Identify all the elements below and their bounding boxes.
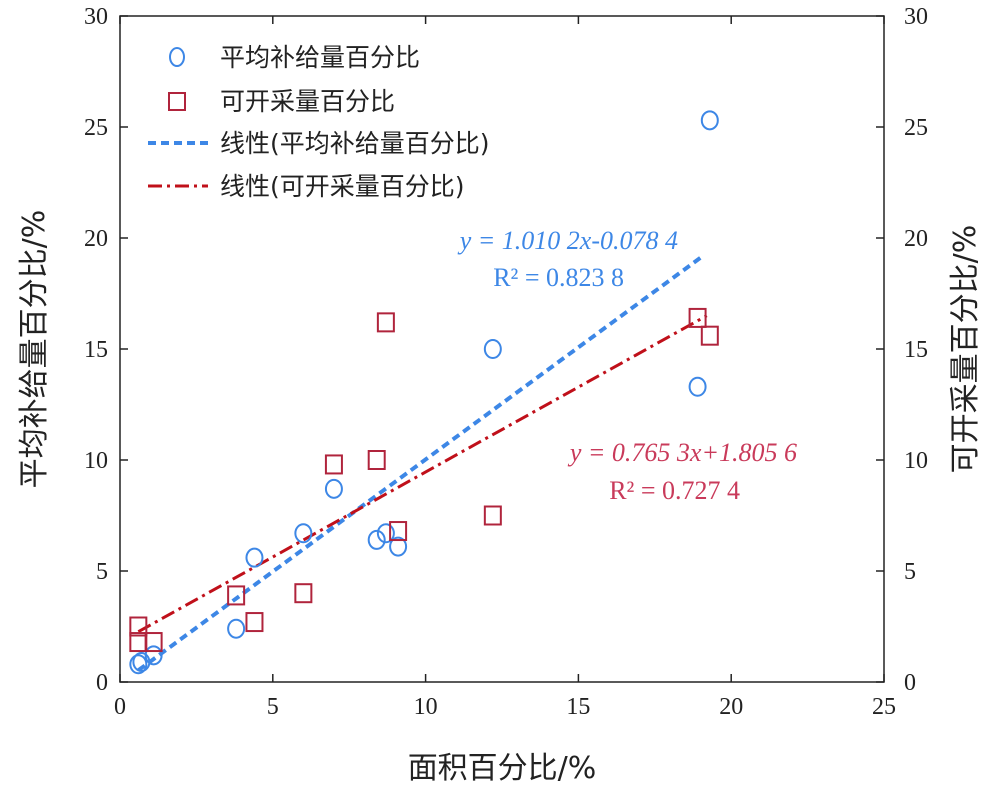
data-point-exploitable <box>144 632 163 653</box>
trendline-exploitable <box>137 314 708 634</box>
y-tick-label-left: 20 <box>84 226 108 252</box>
y-tick-label-left: 5 <box>96 559 108 585</box>
r2-exploitable: R² = 0.727 4 <box>609 476 740 505</box>
data-point-exploitable <box>227 585 246 606</box>
data-point-recharge <box>367 529 386 550</box>
data-point-recharge <box>324 478 343 499</box>
data-point-recharge <box>129 654 148 675</box>
equation-exploitable: y = 0.765 3x+1.805 6 <box>567 438 797 467</box>
equation-recharge: y = 1.010 2x-0.078 4 <box>457 226 678 255</box>
y-tick-label-right: 0 <box>904 670 916 696</box>
data-point-exploitable <box>129 616 148 637</box>
y-tick-label-left: 30 <box>84 4 108 30</box>
x-tick-label: 20 <box>719 694 743 720</box>
data-point-exploitable <box>294 583 313 604</box>
data-point-exploitable <box>324 454 343 475</box>
legend-label-exploitable: 可开采量百分比 <box>220 87 395 116</box>
data-point-exploitable <box>700 325 719 346</box>
y-tick-label-left: 15 <box>84 337 108 363</box>
data-point-recharge <box>376 523 395 544</box>
legend-label-trend-exploitable: 线性(可开采量百分比) <box>220 172 465 201</box>
x-axis-label: 面积百分比/% <box>408 751 597 786</box>
y-tick-label-left: 25 <box>84 115 108 141</box>
y-tick-label-right: 30 <box>904 4 928 30</box>
data-point-exploitable <box>367 450 386 470</box>
y-axis-label-right: 可开采量百分比/% <box>948 225 983 474</box>
legend-label-trend-recharge: 线性(平均补给量百分比) <box>220 129 490 158</box>
data-point-exploitable <box>483 505 502 526</box>
data-point-recharge <box>389 536 408 557</box>
data-point-exploitable <box>389 521 408 542</box>
data-point-exploitable <box>688 307 707 328</box>
data-point-recharge <box>144 645 163 666</box>
r2-recharge: R² = 0.823 8 <box>493 263 624 292</box>
data-point-recharge <box>483 339 502 359</box>
y-tick-label-left: 0 <box>96 670 108 696</box>
legend-label-recharge: 平均补给量百分比 <box>220 43 420 72</box>
y-tick-label-right: 5 <box>904 559 916 585</box>
data-point-recharge <box>227 618 246 639</box>
y-tick-label-right: 15 <box>904 337 928 363</box>
legend: 平均补给量百分比 可开采量百分比 线性(平均补给量百分比) 线性(可开采量百分比… <box>148 43 490 201</box>
legend-circle-marker <box>169 47 185 67</box>
data-point-recharge <box>688 376 707 397</box>
data-point-exploitable <box>245 612 264 633</box>
data-point-exploitable <box>376 312 395 333</box>
x-tick-label: 25 <box>872 694 896 720</box>
x-tick-label: 5 <box>267 694 279 720</box>
data-point-recharge <box>245 547 264 568</box>
y-tick-label-left: 10 <box>84 448 108 474</box>
data-point-recharge <box>700 110 719 131</box>
x-tick-label: 0 <box>114 694 126 720</box>
y-tick-label-right: 20 <box>904 226 928 252</box>
legend-square-marker <box>168 92 186 111</box>
data-point-recharge <box>294 523 313 544</box>
x-tick-label: 10 <box>414 694 438 720</box>
y-tick-label-right: 10 <box>904 448 928 474</box>
y-axis-label-left: 平均补给量百分比/% <box>17 210 52 489</box>
y-tick-label-right: 25 <box>904 115 928 141</box>
x-tick-label: 15 <box>566 694 590 720</box>
